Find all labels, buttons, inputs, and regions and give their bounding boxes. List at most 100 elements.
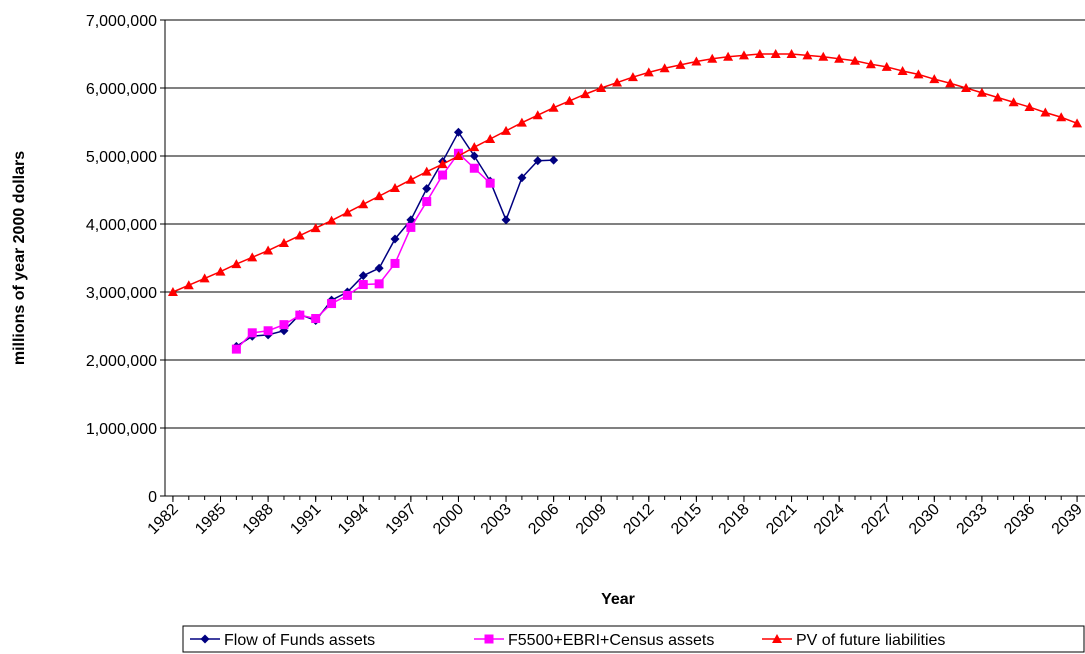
marker [881,61,892,71]
marker [310,223,321,233]
marker [738,50,749,60]
marker [279,320,289,330]
x-tick-label: 2003 [478,501,515,538]
marker [422,197,432,207]
marker [342,207,353,217]
marker [627,72,638,82]
marker [834,53,845,63]
marker [294,230,305,240]
marker [643,67,654,77]
x-tick-label: 1991 [287,501,324,538]
marker [580,89,591,99]
series [231,148,495,354]
line [172,53,1078,293]
marker [358,271,368,281]
marker [865,59,876,69]
legend-label: F5500+EBRI+Census assets [508,632,714,649]
marker [327,299,337,309]
x-tick-label: 2033 [954,501,991,538]
marker [723,51,734,61]
marker [438,170,448,180]
marker [532,110,543,120]
marker [517,173,527,183]
marker [501,215,511,225]
marker [897,66,908,75]
marker [231,344,241,354]
series [231,127,559,351]
x-tick-label: 1994 [335,501,372,538]
marker [374,191,385,201]
marker [1056,112,1067,122]
marker [675,59,686,69]
marker [469,151,479,161]
x-tick-label: 1985 [192,501,229,538]
marker [945,78,956,88]
marker [390,182,400,192]
marker [199,273,210,283]
x-tick-label: 1988 [240,501,277,538]
x-tick-label: 2024 [811,501,848,538]
marker [992,92,1003,102]
marker [1008,97,1019,107]
marker [453,151,464,160]
line [235,152,491,350]
marker [405,174,416,184]
x-tick-label: 2006 [525,501,562,538]
x-tick-label: 2030 [906,501,943,538]
x-tick-label: 2021 [763,501,800,538]
marker [1040,107,1051,117]
marker [596,83,607,92]
marker [263,245,274,255]
y-axis-label: millions of year 2000 dollars [11,151,28,365]
legend-marker [484,634,494,644]
marker [421,166,432,176]
marker [533,156,543,166]
marker [311,314,321,324]
x-tick-label: 2018 [716,501,753,538]
marker [818,51,829,61]
marker [390,234,400,244]
marker [358,199,369,209]
marker [406,222,416,232]
x-tick-label: 2012 [620,501,657,538]
marker [167,287,178,296]
x-axis-label: Year [601,591,635,608]
marker [374,279,384,289]
marker [1024,102,1035,112]
x-tick-label: 2039 [1049,501,1085,538]
marker [183,280,194,290]
marker [691,56,702,66]
marker [342,290,352,300]
legend-marker [772,634,782,643]
marker [406,215,416,225]
y-tick-label: 7,000,000 [86,13,157,30]
marker [247,328,257,338]
marker [422,184,432,194]
marker [469,163,479,173]
marker [215,266,226,276]
x-tick-label: 2000 [430,501,467,538]
x-tick-label: 2036 [1001,501,1038,538]
marker [913,69,924,79]
x-tick-label: 1982 [145,501,182,538]
y-tick-label: 4,000,000 [86,217,157,234]
x-tick-label: 2009 [573,501,610,538]
marker [437,159,448,169]
marker [786,49,797,58]
y-tick-label: 5,000,000 [86,149,157,166]
marker [278,238,289,248]
x-tick-label: 1997 [383,501,420,538]
x-tick-label: 2015 [668,501,705,538]
marker [549,155,559,165]
x-tick-label: 2027 [858,501,895,538]
marker [374,263,384,273]
y-tick-label: 2,000,000 [86,353,157,370]
marker [469,142,480,152]
y-tick-label: 3,000,000 [86,285,157,302]
marker [263,326,273,336]
marker [802,50,813,60]
y-tick-label: 1,000,000 [86,421,157,438]
marker [501,125,512,135]
legend-label: PV of future liabilities [796,632,945,649]
